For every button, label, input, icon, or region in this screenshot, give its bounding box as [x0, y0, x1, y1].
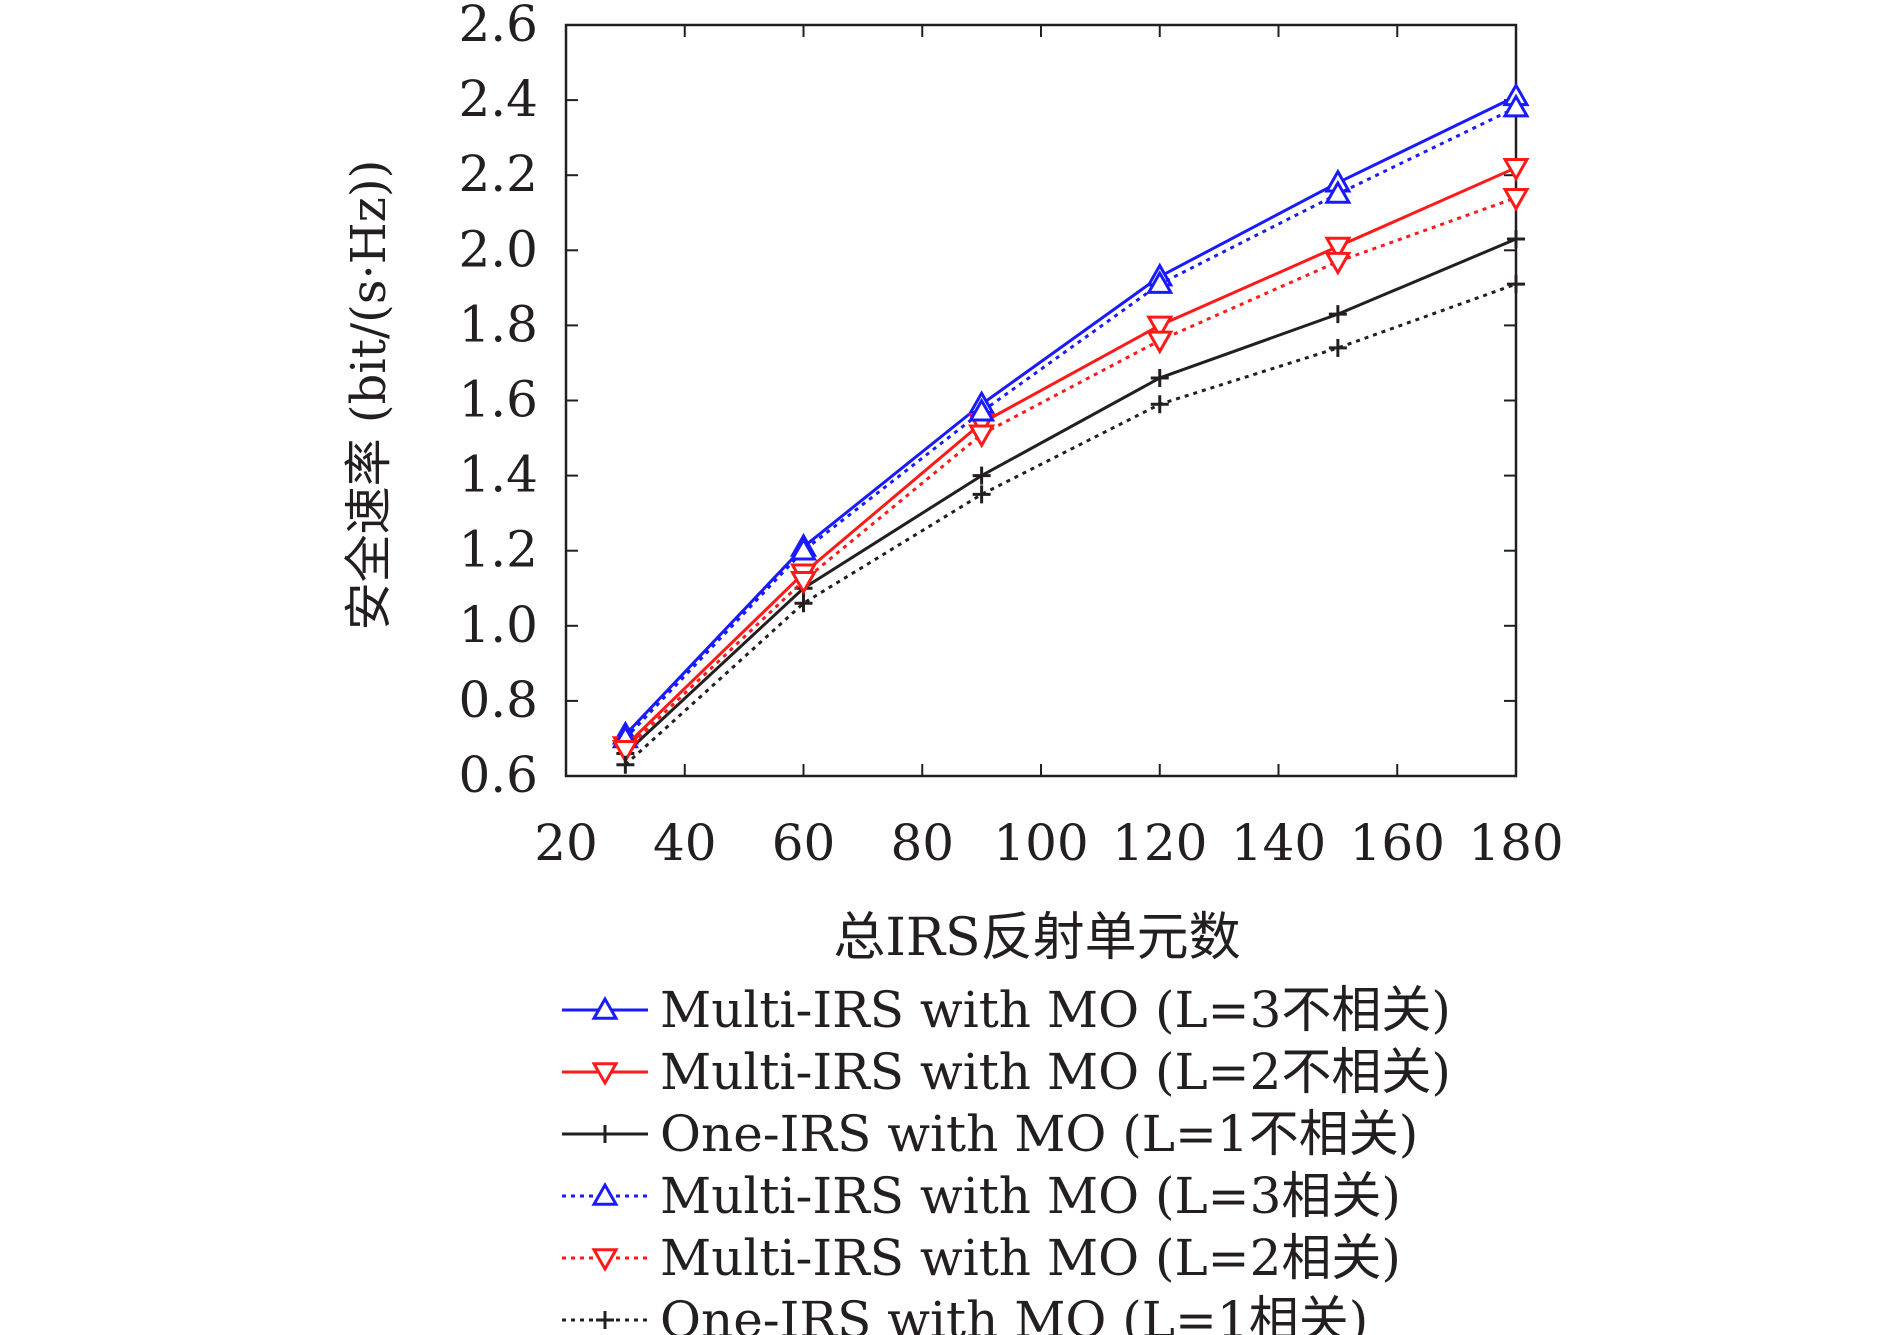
- data-point: [611, 739, 639, 764]
- legend-entry: One-IRS with MO (L=1不相关): [562, 1105, 1418, 1163]
- x-tick-label: 180: [1468, 814, 1563, 872]
- y-tick-label: 1.2: [458, 521, 538, 579]
- y-tick-label: 0.8: [458, 671, 538, 729]
- x-tick-label: 80: [890, 814, 954, 872]
- y-tick-label: 2.4: [458, 70, 538, 128]
- series-line: [624, 282, 1517, 766]
- data-point: [1150, 395, 1169, 414]
- series-2: [611, 157, 1530, 760]
- data-point: [1502, 157, 1530, 182]
- y-tick-label: 1.6: [458, 371, 538, 429]
- series-layer: [611, 82, 1530, 774]
- legend-entry: Multi-IRS with MO (L=2不相关): [562, 1043, 1451, 1101]
- data-point: [794, 594, 813, 613]
- legend-entry: Multi-IRS with MO (L=3不相关): [562, 981, 1451, 1039]
- y-tick-label: 2.0: [458, 220, 538, 278]
- legend-label: One-IRS with MO (L=1相关): [660, 1291, 1368, 1335]
- data-point: [596, 1125, 614, 1143]
- legend-label: Multi-IRS with MO (L=3相关): [660, 1167, 1401, 1225]
- series-5: [611, 187, 1530, 764]
- series-line: [624, 166, 1517, 748]
- legend-label: Multi-IRS with MO (L=3不相关): [660, 981, 1451, 1039]
- legend-entry: Multi-IRS with MO (L=2相关): [562, 1229, 1401, 1287]
- series-3: [616, 230, 1525, 763]
- series-1: [611, 82, 1530, 745]
- x-tick-label: 100: [993, 814, 1088, 872]
- data-point: [1507, 230, 1525, 249]
- data-point: [1324, 251, 1352, 276]
- data-point: [789, 570, 818, 595]
- data-point: [1146, 270, 1174, 294]
- series-line: [624, 106, 1517, 740]
- data-point: [1324, 236, 1352, 261]
- data-point: [1507, 275, 1525, 294]
- data-point: [789, 536, 818, 561]
- data-point: [1146, 315, 1174, 340]
- data-point: [1328, 338, 1347, 357]
- data-point: [1328, 305, 1347, 324]
- x-tick-label: 60: [772, 814, 836, 872]
- data-point: [1146, 330, 1174, 355]
- data-point: [616, 755, 635, 774]
- x-tick-labels: 20 40 60 80 100 120 140 160 180: [534, 814, 1564, 872]
- y-tick-label: 1.4: [458, 446, 538, 504]
- data-point: [1502, 93, 1530, 118]
- data-point: [972, 466, 991, 485]
- series-line: [624, 237, 1517, 755]
- x-tick-label: 120: [1112, 814, 1207, 872]
- x-axis-label: 总IRS反射单元数: [833, 908, 1240, 968]
- data-point: [591, 995, 619, 1020]
- y-axis-label: 安全速率 (bit/(s·Hz)): [341, 160, 397, 631]
- series-6: [616, 275, 1525, 774]
- y-tick-label: 1.0: [458, 596, 538, 654]
- y-tick-label: 2.6: [458, 0, 538, 53]
- legend-entry: Multi-IRS with MO (L=3相关): [562, 1167, 1401, 1225]
- series-line: [624, 196, 1517, 751]
- data-point: [1150, 368, 1169, 387]
- data-point: [968, 424, 996, 449]
- data-point: [591, 1248, 619, 1273]
- data-point: [1324, 179, 1352, 204]
- y-tick-label: 0.6: [458, 746, 538, 804]
- data-point: [596, 1311, 614, 1329]
- data-point: [972, 485, 991, 504]
- x-tick-label: 140: [1231, 814, 1326, 872]
- data-point: [591, 1181, 619, 1206]
- series-line: [624, 94, 1517, 736]
- legend-label: Multi-IRS with MO (L=2相关): [660, 1229, 1401, 1287]
- y-tick-label: 1.8: [458, 295, 538, 353]
- legend-label: Multi-IRS with MO (L=2不相关): [660, 1043, 1451, 1101]
- series-4: [611, 93, 1530, 749]
- x-tick-label: 160: [1350, 814, 1445, 872]
- y-tick-labels: 0.6 0.8 1.0 1.2 1.4 1.6 1.8 2.0 2.2 2.4 2.6: [458, 0, 538, 804]
- legend-entry: One-IRS with MO (L=1相关): [562, 1291, 1368, 1335]
- x-tick-label: 40: [653, 814, 717, 872]
- data-point: [591, 1062, 619, 1087]
- y-tick-label: 2.2: [458, 145, 538, 203]
- x-tick-label: 20: [534, 814, 598, 872]
- legend-label: One-IRS with MO (L=1不相关): [660, 1105, 1418, 1163]
- legend: Multi-IRS with MO (L=3不相关)Multi-IRS with…: [562, 981, 1451, 1335]
- data-point: [968, 397, 996, 422]
- data-point: [1502, 187, 1530, 212]
